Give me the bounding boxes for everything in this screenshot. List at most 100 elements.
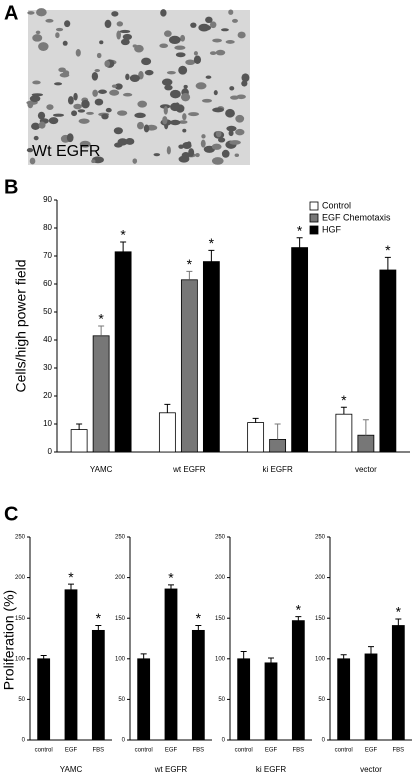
y-tick-label: 250 (115, 535, 126, 541)
y-tick-label: 40 (43, 335, 52, 344)
error-bar (340, 654, 347, 659)
bar (264, 662, 278, 741)
error-bar (186, 270, 193, 280)
y-tick-label: 150 (215, 616, 226, 622)
cell (225, 40, 235, 44)
panel-label: A (4, 2, 18, 24)
error-bar (252, 417, 259, 423)
cell (175, 52, 186, 58)
cell (98, 89, 107, 94)
cell (228, 130, 234, 137)
bar (137, 658, 151, 741)
cell (62, 40, 68, 46)
cell (200, 139, 206, 148)
y-tick-label: 50 (318, 697, 325, 703)
y-axis-label: Cells/high power field (13, 259, 29, 392)
y-tick-label: 100 (315, 656, 326, 662)
cell (213, 90, 218, 96)
y-tick-label: 0 (122, 738, 126, 744)
cell (178, 65, 188, 75)
cell (73, 103, 82, 110)
error-bar (340, 406, 347, 415)
y-tick-label: 50 (43, 307, 52, 316)
cell (99, 40, 104, 45)
y-tick-label: 200 (215, 575, 226, 581)
cell (92, 89, 98, 97)
cell (211, 143, 222, 150)
y-tick-label: 100 (215, 656, 226, 662)
x-tick-label: wt EGFR (172, 465, 206, 474)
y-tick-label: 30 (43, 363, 52, 372)
cell (159, 43, 169, 48)
cell (144, 69, 154, 76)
y-tick-label: 200 (115, 575, 126, 581)
cell (114, 83, 123, 90)
significance-mark: * (385, 242, 391, 258)
cell (241, 73, 250, 83)
cell (163, 106, 168, 115)
y-tick-label: 100 (15, 656, 26, 662)
y-tick-label: 60 (43, 279, 52, 288)
bar (364, 653, 378, 741)
cell (26, 147, 34, 153)
cell (31, 122, 40, 130)
cell (55, 27, 64, 32)
significance-mark: * (120, 227, 126, 243)
cell (129, 74, 140, 83)
bar (64, 589, 78, 741)
significance-mark: * (296, 601, 302, 617)
cell (225, 108, 235, 118)
cell (141, 57, 152, 66)
x-tick-label: EGF (265, 748, 278, 754)
cell (160, 9, 167, 17)
y-tick-label: 250 (15, 535, 26, 541)
cell (117, 110, 128, 116)
significance-mark: * (96, 610, 102, 626)
error-bar (68, 583, 74, 590)
error-bar (164, 403, 171, 413)
error-bar (120, 241, 127, 252)
cell (205, 75, 212, 79)
bar (337, 658, 351, 741)
error-bar (384, 256, 391, 270)
y-tick-label: 0 (222, 738, 226, 744)
x-axis-label: vector (360, 765, 382, 774)
cell (166, 146, 171, 155)
y-tick-label: 250 (215, 535, 226, 541)
cell (220, 28, 229, 32)
cell (86, 111, 94, 115)
cell (79, 140, 91, 148)
bar (191, 629, 205, 741)
error-bar (295, 616, 302, 621)
cell (195, 82, 207, 90)
cell (104, 19, 112, 29)
cell (101, 113, 109, 120)
cell (48, 117, 59, 125)
cell (212, 38, 222, 43)
cell (137, 100, 147, 108)
bar (391, 625, 405, 741)
cell (153, 153, 161, 157)
y-tick-label: 0 (322, 738, 326, 744)
cell (193, 55, 202, 64)
cell (182, 128, 187, 133)
cell (180, 92, 191, 102)
cell (174, 45, 186, 50)
cell (195, 153, 200, 158)
cell (116, 21, 124, 27)
y-tick-label: 10 (43, 419, 52, 428)
cell (161, 78, 173, 86)
cell (201, 134, 206, 139)
x-tick-label: FBS (92, 748, 104, 754)
cell (201, 98, 212, 103)
x-tick-label: EGF (365, 748, 378, 754)
x-tick-label: control (35, 748, 53, 754)
cell (35, 30, 41, 35)
cell (169, 119, 181, 126)
cell (237, 31, 246, 39)
cell (67, 96, 74, 105)
y-tick-label: 200 (315, 575, 326, 581)
error-bar (368, 646, 374, 654)
cell (169, 89, 181, 99)
